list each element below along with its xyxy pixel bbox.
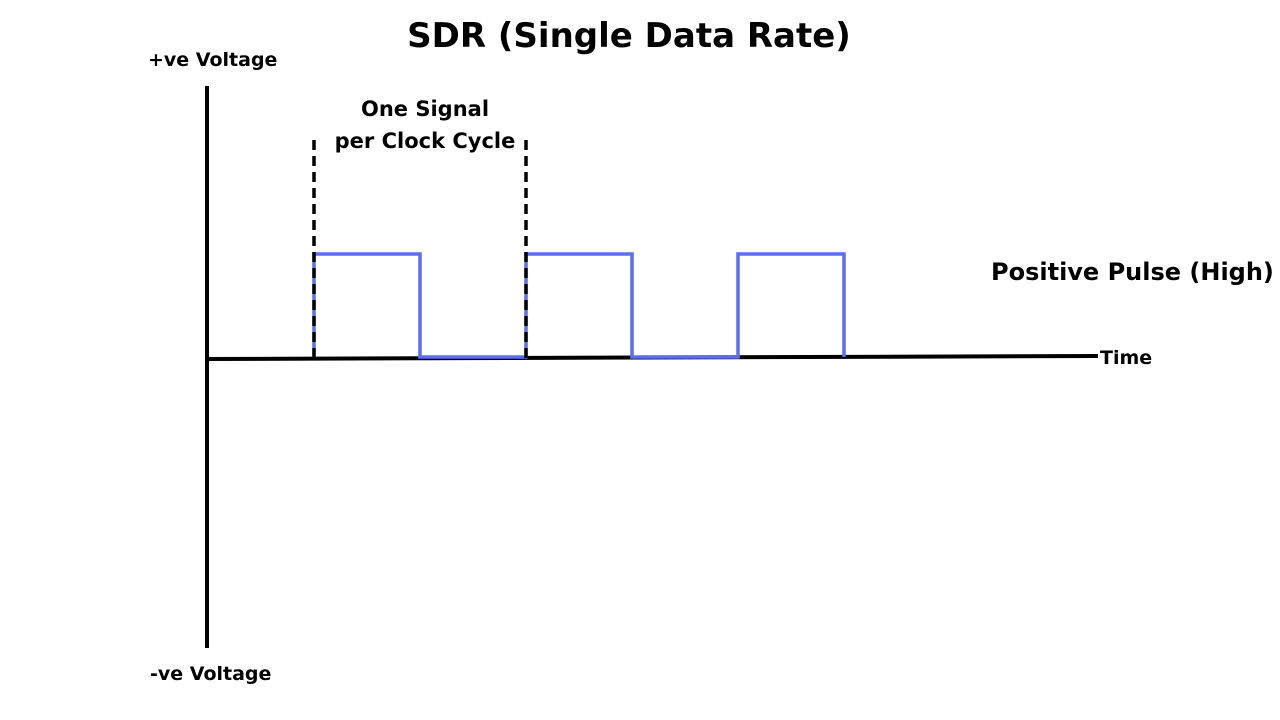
time-axis-label: Time — [1100, 347, 1153, 369]
positive-pulse-label: Positive Pulse (High) — [991, 258, 1274, 286]
clock-cycle-annotation: One Signal per Clock Cycle — [320, 93, 530, 157]
positive-voltage-label: +ve Voltage — [148, 49, 278, 71]
annotation-line-1: One Signal — [360, 97, 490, 121]
diagram-title: SDR (Single Data Rate) — [407, 16, 851, 56]
square-wave-signal — [312, 252, 846, 359]
negative-voltage-label: -ve Voltage — [150, 663, 272, 685]
annotation-line-2: per Clock Cycle — [334, 129, 516, 153]
